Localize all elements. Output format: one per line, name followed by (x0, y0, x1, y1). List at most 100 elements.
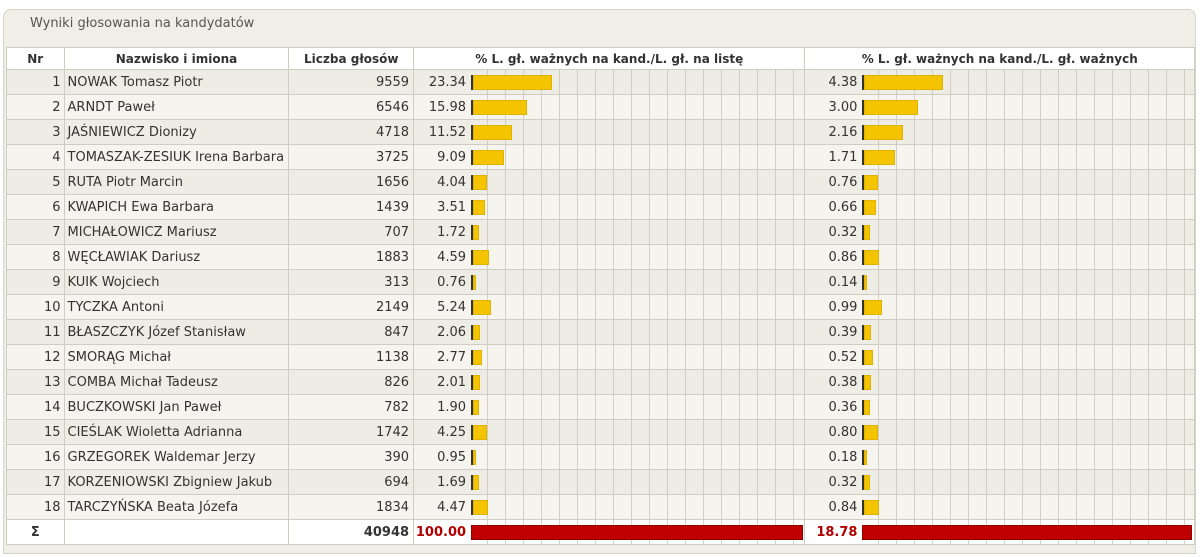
table-row: 1 NOWAK Tomasz Piotr 9559 23.34 4.38 (6, 69, 1195, 95)
candidate-name: NOWAK Tomasz Piotr (63, 69, 290, 95)
pct-valid-cell: 4.38 (804, 69, 1195, 95)
candidate-name: RUTA Piotr Marcin (63, 169, 290, 195)
vote-count: 694 (288, 469, 415, 495)
results-panel: Wyniki głosowania na kandydatów Nr Nazwi… (3, 9, 1196, 554)
pct-list-cell: 1.69 (413, 469, 806, 495)
bar-grid (861, 295, 1194, 319)
pct-list-cell: 2.01 (413, 369, 806, 395)
bar-grid (470, 445, 804, 469)
bar-marker (471, 275, 474, 290)
bar-marker (862, 250, 865, 265)
pct-valid-value: 0.99 (828, 300, 858, 315)
bar-marker (471, 150, 474, 165)
pct-valid-value: 1.71 (828, 150, 858, 165)
row-nr: 12 (6, 344, 65, 370)
bar-grid (861, 220, 1194, 244)
vote-count: 1138 (288, 344, 415, 370)
bar-marker (862, 350, 865, 365)
pct-list-cell: 0.76 (413, 269, 806, 295)
row-nr: 8 (6, 244, 65, 270)
pct-valid-cell: 0.86 (804, 244, 1195, 270)
pct-valid-bar (864, 250, 880, 265)
pct-valid-bar (864, 225, 871, 240)
bar-grid (470, 320, 804, 344)
pct-list-bar (473, 325, 481, 340)
pct-valid-value: 0.18 (828, 450, 858, 465)
bar-grid (861, 270, 1194, 294)
pct-list-cell: 3.51 (413, 194, 806, 220)
pct-valid-bar (862, 525, 1193, 540)
pct-valid-bar (864, 150, 896, 165)
pct-valid-cell: 18.78 (804, 519, 1195, 545)
pct-valid-value: 0.32 (828, 475, 858, 490)
pct-list-value: 100.00 (415, 525, 467, 540)
row-nr: 16 (6, 444, 65, 470)
bar-grid (470, 345, 804, 369)
bar-grid (861, 345, 1194, 369)
bar-marker (862, 450, 865, 465)
pct-list-cell: 4.04 (413, 169, 806, 195)
candidate-name: COMBA Michał Tadeusz (63, 369, 290, 395)
pct-list-bar (473, 250, 490, 265)
bar-marker (862, 225, 865, 240)
bar-grid (861, 420, 1194, 444)
pct-list-bar (473, 300, 492, 315)
bar-grid (861, 120, 1194, 144)
candidate-name: KWAPICH Ewa Barbara (63, 194, 290, 220)
bar-grid (470, 120, 804, 144)
pct-list-bar (473, 350, 483, 365)
table-row: 8 WĘCŁAWIAK Dariusz 1883 4.59 0.86 (6, 244, 1195, 270)
bar-marker (471, 175, 474, 190)
pct-list-bar (473, 375, 481, 390)
candidate-name: KUIK Wojciech (63, 269, 290, 295)
bar-grid (470, 195, 804, 219)
candidate-name: TARCZYŃSKA Beata Józefa (63, 494, 290, 520)
summary-row: Σ 40948 100.00 18.78 (6, 519, 1195, 545)
bar-marker (471, 350, 474, 365)
pct-valid-cell: 0.38 (804, 369, 1195, 395)
candidate-name: GRZEGOREK Waldemar Jerzy (63, 444, 290, 470)
pct-valid-value: 2.16 (828, 125, 858, 140)
pct-list-value: 9.09 (437, 150, 467, 165)
bar-grid (470, 170, 804, 194)
pct-list-value: 4.47 (437, 500, 467, 515)
table-header-row: Nr Nazwisko i imiona Liczba głosów % L. … (6, 47, 1195, 70)
bar-marker (862, 150, 865, 165)
bar-grid (861, 445, 1194, 469)
bar-marker (862, 75, 865, 90)
bar-grid (470, 420, 804, 444)
pct-list-value: 1.69 (437, 475, 467, 490)
pct-list-cell: 0.95 (413, 444, 806, 470)
pct-valid-value: 0.80 (828, 425, 858, 440)
table-row: 17 KORZENIOWSKI Zbigniew Jakub 694 1.69 0.32 (6, 469, 1195, 495)
pct-list-value: 3.51 (437, 200, 467, 215)
vote-count: 1439 (288, 194, 415, 220)
summary-empty (63, 519, 290, 545)
bar-grid (470, 270, 804, 294)
bar-grid (861, 320, 1194, 344)
bar-marker (862, 400, 865, 415)
pct-valid-cell: 0.32 (804, 219, 1195, 245)
pct-list-value: 2.01 (437, 375, 467, 390)
pct-valid-cell: 3.00 (804, 94, 1195, 120)
pct-list-bar (473, 75, 553, 90)
table-row: 10 TYCZKA Antoni 2149 5.24 0.99 (6, 294, 1195, 320)
row-nr: 17 (6, 469, 65, 495)
vote-count: 6546 (288, 94, 415, 120)
pct-valid-value: 0.52 (828, 350, 858, 365)
pct-valid-value: 0.38 (828, 375, 858, 390)
pct-list-bar (473, 275, 477, 290)
pct-list-value: 1.72 (437, 225, 467, 240)
pct-list-cell: 23.34 (413, 69, 806, 95)
pct-list-value: 2.77 (437, 350, 467, 365)
table-row: 5 RUTA Piotr Marcin 1656 4.04 0.76 (6, 169, 1195, 195)
row-nr: 14 (6, 394, 65, 420)
bar-marker (471, 375, 474, 390)
bar-grid (861, 170, 1194, 194)
bar-grid (470, 370, 804, 394)
bar-grid (470, 145, 804, 169)
bar-marker (862, 175, 865, 190)
pct-list-bar (473, 425, 488, 440)
bar-marker (862, 100, 865, 115)
pct-list-bar (473, 125, 513, 140)
